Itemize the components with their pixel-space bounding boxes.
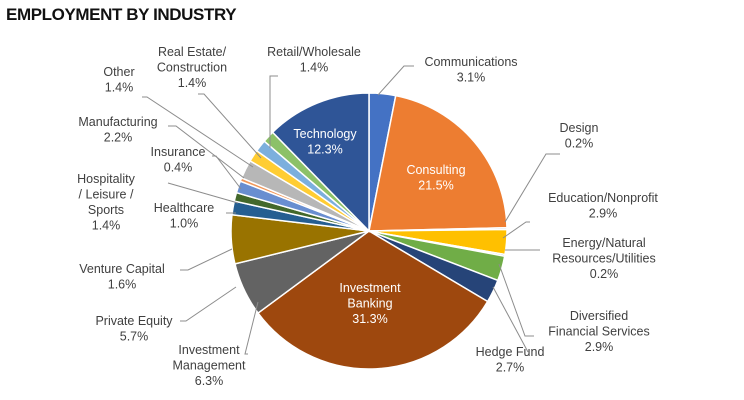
leader-line-education-nonprofit: [502, 221, 530, 239]
label-real-estate-construction: Real Estate/Construction 1.4%: [157, 45, 227, 90]
leader-line-investment-management: [244, 301, 259, 355]
label-insurance: Insurance 0.4%: [151, 145, 206, 175]
leader-line-manufacturing: [168, 125, 245, 179]
slice-technology: [271, 92, 370, 233]
label-manufacturing: Manufacturing 2.2%: [78, 115, 157, 145]
label-healthcare: Healthcare 1.0%: [154, 201, 214, 231]
label-energy-natural-resources-utilities: Energy/Natural Resources/Utilities 0.2%: [552, 236, 656, 281]
leader-line-private-equity: [180, 286, 237, 322]
leader-line-diversified-financial-services: [498, 263, 534, 337]
label-hedge-fund: Hedge Fund 2.7%: [476, 345, 545, 375]
leader-line-hedge-fund: [492, 286, 529, 353]
label-hospitality-leisure-sports: Hospitality / Leisure / Sports 1.4%: [77, 172, 135, 233]
pie-slices: [230, 92, 508, 370]
label-diversified-financial-services: Diversified Financial Services 2.9%: [548, 309, 649, 354]
slice-investment-banking: [257, 230, 489, 370]
label-consulting: Consulting 21.5%: [406, 163, 465, 193]
chart-title: EMPLOYMENT BY INDUSTRY: [6, 5, 237, 24]
label-other: Other 1.4%: [103, 65, 134, 95]
slice-consulting: [368, 94, 508, 232]
label-private-equity: Private Equity 5.7%: [95, 314, 173, 344]
leader-line-communications: [377, 65, 414, 96]
leader-line-hospitality-leisure-sports: [167, 182, 239, 204]
label-investment-banking: Investment Banking 31.3%: [339, 281, 401, 326]
leader-line-real-estate-construction: [198, 93, 262, 159]
label-education-nonprofit: Education/Nonprofit 2.9%: [548, 191, 658, 221]
label-design: Design 0.2%: [560, 121, 599, 151]
label-retail-wholesale: Retail/Wholesale 1.4%: [267, 45, 361, 75]
leader-lines: [142, 65, 560, 355]
leader-line-retail-wholesale: [269, 75, 278, 148]
label-investment-management: Investment Management 6.3%: [173, 343, 246, 388]
leader-line-other: [142, 96, 254, 168]
label-venture-capital: Venture Capital 1.6%: [79, 262, 164, 292]
slice-labels: Communications 3.1% Consulting 21.5% Design 0…: [77, 45, 658, 388]
leader-line-design: [504, 153, 560, 223]
leader-line-venture-capital: [180, 248, 233, 271]
label-communications: Communications 3.1%: [424, 55, 517, 85]
label-technology: Technology 12.3%: [293, 127, 357, 157]
